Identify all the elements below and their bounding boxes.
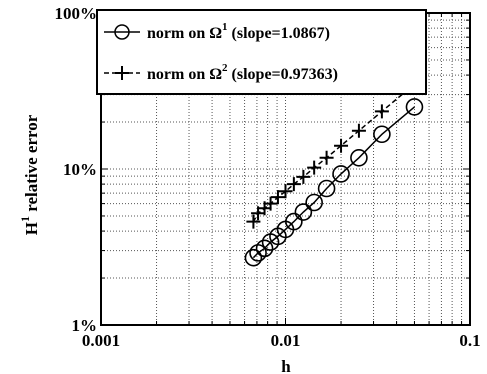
series-2-point: [307, 160, 322, 175]
legend-plus-marker: [115, 66, 129, 80]
legend: norm on Ω1 (slope=1.0867) norm on Ω2 (sl…: [96, 9, 427, 95]
legend-entry-1: norm on Ω1 (slope=1.0867): [104, 21, 330, 42]
series-1-point: [332, 165, 350, 183]
series-2-point: [270, 190, 285, 205]
series-1-point: [294, 203, 313, 221]
series-1-point: [317, 179, 336, 198]
series-1-point: [305, 193, 323, 212]
legend-box: [96, 9, 427, 95]
series-1-point: [350, 148, 368, 167]
series-layer: [244, 77, 424, 267]
legend-circle-marker: [114, 24, 130, 40]
series-1-line: [252, 106, 415, 259]
series-1-point: [373, 125, 391, 144]
series-2-point: [351, 123, 366, 138]
y-tick-label: 1%: [72, 316, 98, 335]
x-axis-label: h: [281, 357, 291, 374]
y-axis-label: H1 relative error: [18, 114, 41, 235]
series-1-point: [249, 244, 267, 262]
x-tick-label: 0.001: [82, 331, 120, 350]
series-2-point: [251, 206, 266, 221]
legend-label-1: norm on Ω1 (slope=1.0867): [147, 21, 330, 42]
series-1-point: [244, 248, 263, 267]
series-2-point: [334, 138, 349, 153]
legend-entry-2: norm on Ω2 (slope=0.97363): [104, 62, 338, 83]
legend-label-2: norm on Ω2 (slope=0.97363): [147, 62, 338, 83]
x-tick-label: 0.1: [459, 331, 480, 350]
y-tick-label: 10%: [63, 160, 97, 179]
series-2-point: [286, 177, 301, 192]
series-2-point: [296, 169, 311, 184]
axis-ticks: 0.001 0.01 0.1 1% 10% 100%: [55, 4, 481, 350]
series-2-point: [278, 184, 293, 199]
series-2-point: [319, 150, 334, 165]
series-1-point: [405, 98, 424, 116]
series-1-point: [261, 233, 280, 251]
series-2-point: [246, 214, 261, 229]
series-2-point: [374, 104, 389, 119]
x-tick-label: 0.01: [271, 331, 301, 350]
y-tick-label: 100%: [55, 4, 98, 23]
